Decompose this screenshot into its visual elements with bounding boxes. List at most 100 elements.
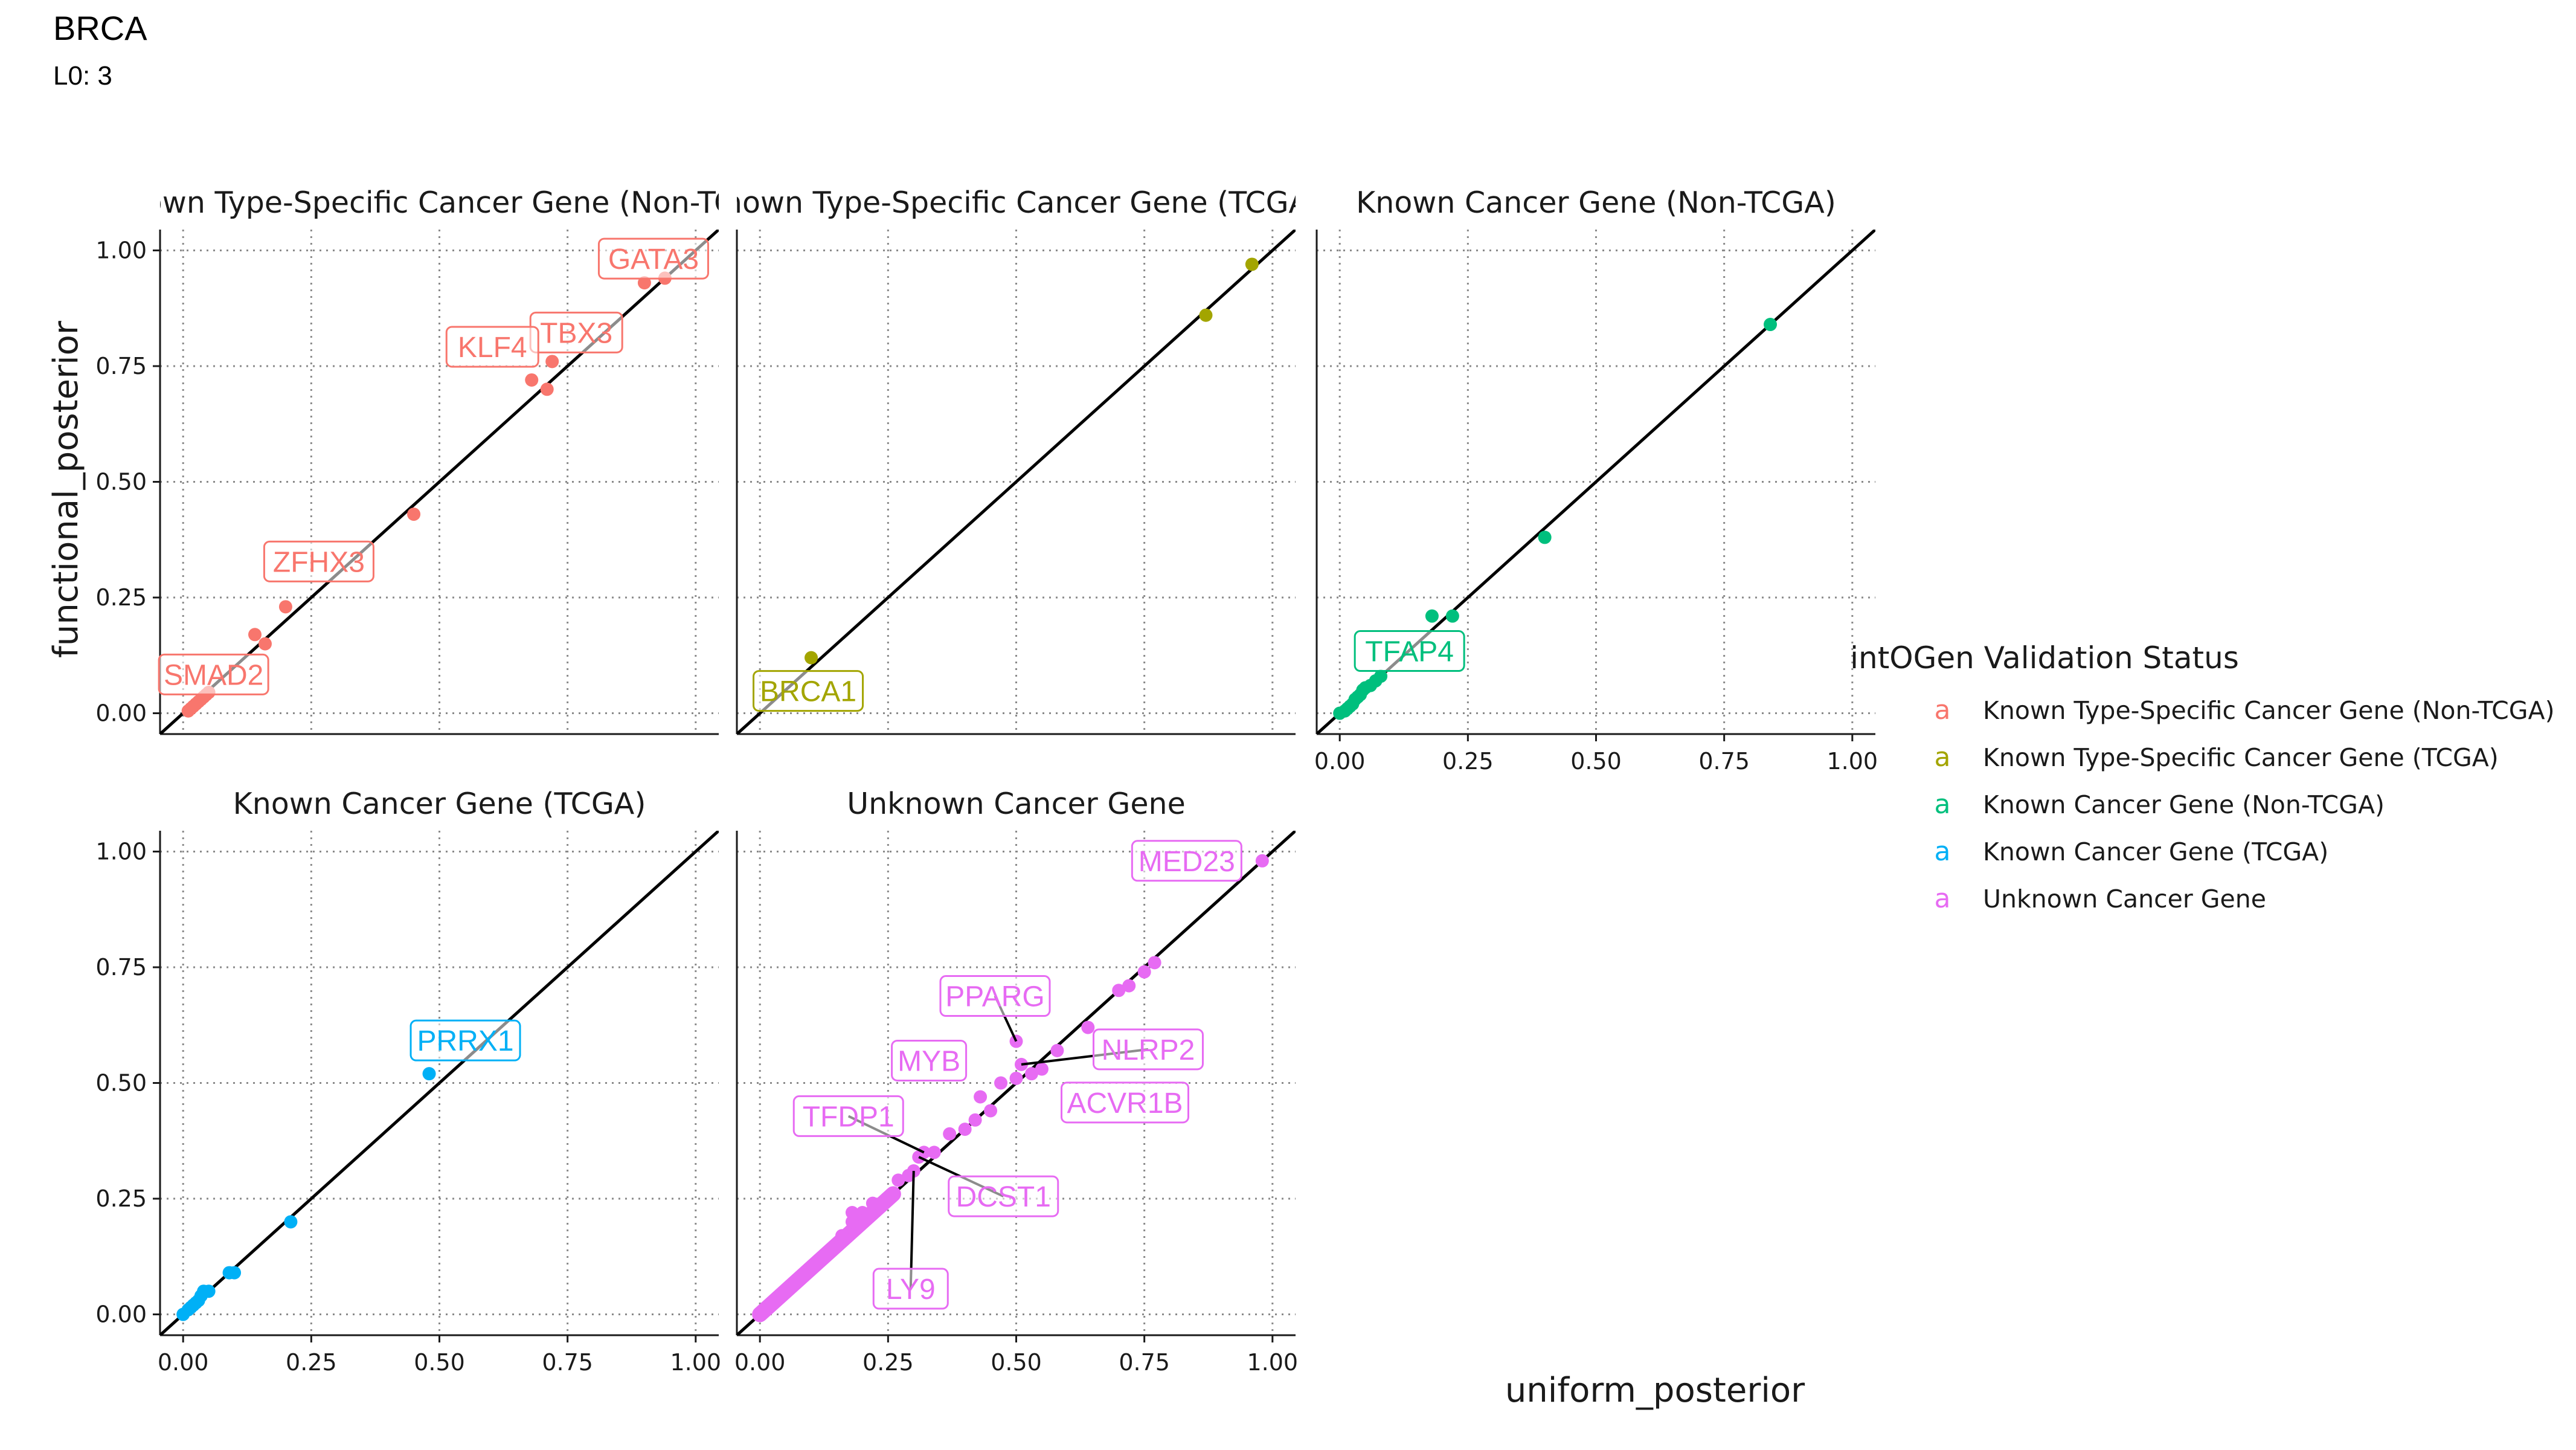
facet-panel: nown Type-Specific Cancer Gene (TCGA BRCA… xyxy=(736,185,1296,735)
y-tick-label: 0.75 xyxy=(95,954,147,981)
data-point xyxy=(845,1205,859,1219)
gene-label: NLRP2 xyxy=(1102,1034,1195,1066)
data-point xyxy=(805,651,818,665)
y-tick-label: 1.00 xyxy=(95,838,147,865)
data-point xyxy=(994,1076,1008,1090)
data-point xyxy=(1081,1020,1095,1034)
x-tick-label: 0.00 xyxy=(1314,748,1366,775)
legend-entry-label: Known Cancer Gene (Non-TCGA) xyxy=(1983,790,2385,819)
data-point xyxy=(891,1173,905,1187)
gene-label: PPARG xyxy=(945,981,1044,1013)
y-tick-label: 0.75 xyxy=(95,353,147,379)
gene-label: LY9 xyxy=(886,1274,936,1306)
legend-key: a xyxy=(1935,883,1951,914)
facet-strip-label: Known Cancer Gene (TCGA) xyxy=(233,787,646,821)
y-tick-label: 0.50 xyxy=(95,1070,147,1097)
gene-label-box xyxy=(1092,1028,1204,1071)
data-point xyxy=(248,628,262,642)
facet-strip-label: own Type-Specific Cancer Gene (Non-TC xyxy=(144,185,734,220)
legend-entry-label: Known Type-Specific Cancer Gene (Non-TCG… xyxy=(1983,696,2555,725)
x-tick-label: 0.50 xyxy=(1570,748,1622,775)
gene-label: ACVR1B xyxy=(1067,1088,1183,1120)
data-point xyxy=(845,1215,859,1229)
gene-label-box xyxy=(1131,840,1242,882)
data-point xyxy=(984,1104,998,1118)
x-tick-label: 0.75 xyxy=(1698,748,1750,775)
data-point xyxy=(422,1067,436,1081)
gene-label-box xyxy=(872,1268,949,1310)
gene-label-box xyxy=(1354,630,1465,672)
data-point xyxy=(1199,308,1213,322)
legend-entry-label: Known Cancer Gene (TCGA) xyxy=(1983,837,2328,866)
data-point xyxy=(815,1252,829,1266)
data-point xyxy=(258,637,272,651)
panel-content xyxy=(160,831,719,1335)
gene-label-box xyxy=(410,1019,521,1062)
gene-label-box xyxy=(158,653,269,695)
data-point xyxy=(1245,257,1259,271)
data-point xyxy=(1255,854,1269,868)
facet-panel: Known Cancer Gene (Non-TCGA) TFAP4 0.00 0.2… xyxy=(1314,185,1878,775)
gene-label: SMAD2 xyxy=(164,659,263,691)
data-point xyxy=(1024,1067,1038,1081)
gene-label: MYB xyxy=(898,1045,960,1077)
legend-key: a xyxy=(1935,789,1951,820)
x-tick-label: 0.25 xyxy=(862,1349,914,1376)
chart-subtitle: L0: 3 xyxy=(53,61,112,91)
gene-label: MED23 xyxy=(1139,846,1235,878)
facet-panel: own Type-Specific Cancer Gene (Non-TC GAT… xyxy=(95,185,734,735)
legend-entry-label: Known Type-Specific Cancer Gene (TCGA) xyxy=(1983,743,2499,772)
data-point xyxy=(545,355,559,369)
y-tick-label: 1.00 xyxy=(95,237,147,263)
gene-label-box xyxy=(939,975,1051,1017)
data-point xyxy=(1445,609,1459,623)
data-point xyxy=(278,600,292,614)
x-tick-label: 0.25 xyxy=(286,1349,337,1376)
gene-label-box xyxy=(597,237,709,280)
data-point xyxy=(927,1146,941,1159)
gene-label-box xyxy=(792,1095,904,1137)
data-point xyxy=(968,1113,982,1127)
facet-strip-label: Unknown Cancer Gene xyxy=(847,787,1185,821)
data-point xyxy=(1122,979,1136,993)
gene-label: DCST1 xyxy=(956,1181,1051,1213)
data-point xyxy=(1425,609,1439,623)
gene-label: TFAP4 xyxy=(1365,636,1454,668)
data-point xyxy=(1374,669,1388,683)
gene-label: PRRX1 xyxy=(417,1025,513,1057)
legend: intOGen Validation Status a Known Type-Spe… xyxy=(1850,640,2554,914)
x-tick-label: 0.50 xyxy=(991,1349,1042,1376)
panel-content xyxy=(737,230,1296,734)
legend-key: a xyxy=(1935,836,1951,867)
data-point xyxy=(861,1210,875,1224)
gene-label-box xyxy=(948,1175,1059,1217)
facet-strip-label: Known Cancer Gene (Non-TCGA) xyxy=(1356,185,1836,220)
data-point xyxy=(1148,956,1161,970)
data-point xyxy=(958,1123,972,1136)
y-tick-label: 0.00 xyxy=(95,1301,147,1328)
legend-key: a xyxy=(1935,695,1951,726)
y-tick-label: 0.25 xyxy=(95,584,147,611)
gene-label: BRCA1 xyxy=(760,676,856,708)
x-tick-label: 0.75 xyxy=(1119,1349,1170,1376)
data-point xyxy=(540,382,554,396)
gene-label: TFDP1 xyxy=(803,1101,895,1133)
data-point xyxy=(835,1229,849,1243)
data-point xyxy=(407,507,421,521)
x-tick-label: 1.00 xyxy=(1827,748,1878,775)
x-tick-label: 0.50 xyxy=(414,1349,465,1376)
legend-title: intOGen Validation Status xyxy=(1850,640,2239,675)
chart-title: BRCA xyxy=(53,9,147,47)
data-point xyxy=(228,1266,242,1280)
reference-line xyxy=(737,230,1296,734)
facet-panels: own Type-Specific Cancer Gene (Non-TC GAT… xyxy=(95,185,1878,1376)
data-point xyxy=(974,1090,988,1104)
gene-label-box xyxy=(753,670,864,712)
y-tick-label: 0.50 xyxy=(95,469,147,495)
y-tick-label: 0.00 xyxy=(95,700,147,727)
x-tick-label: 1.00 xyxy=(1247,1349,1299,1376)
facet-panel: Unknown Cancer Gene MED23 PPARG NLRP2 MYB ACV… xyxy=(734,787,1298,1376)
x-tick-label: 1.00 xyxy=(670,1349,722,1376)
x-tick-label: 0.75 xyxy=(542,1349,593,1376)
